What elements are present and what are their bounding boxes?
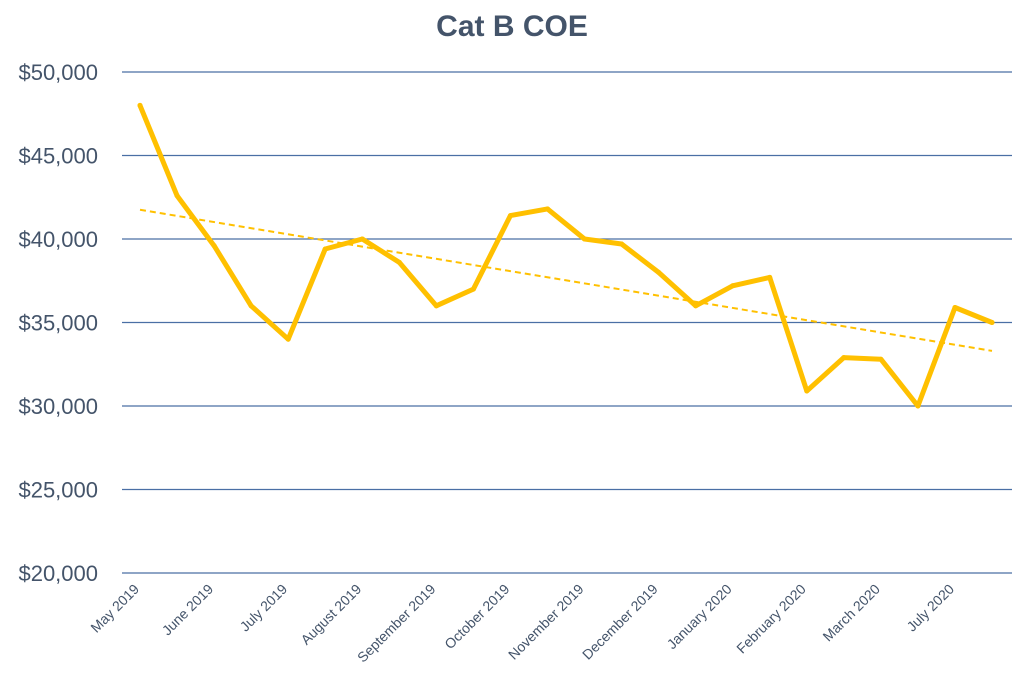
- data-point: [952, 304, 958, 310]
- data-point: [730, 283, 736, 289]
- y-tick-label: $25,000: [18, 478, 98, 503]
- x-tick-label: June 2019: [159, 581, 217, 639]
- data-point: [470, 286, 476, 292]
- y-axis-ticks: $20,000 $25,000 $30,000 $35,000 $40,000 $45,0…: [18, 60, 98, 586]
- data-point: [507, 213, 513, 219]
- y-tick-label: $30,000: [18, 394, 98, 419]
- x-tick-label: February 2020: [733, 581, 809, 657]
- data-point: [285, 336, 291, 342]
- x-tick-label: July 2020: [903, 581, 957, 635]
- data-point: [693, 303, 699, 309]
- trendline: [139, 208, 993, 352]
- x-tick-label: November 2019: [505, 581, 587, 663]
- x-tick-label: May 2019: [87, 581, 142, 636]
- data-point: [656, 269, 662, 275]
- data-point: [767, 274, 773, 280]
- x-tick-label: July 2019: [237, 581, 291, 635]
- y-tick-label: $35,000: [18, 311, 98, 336]
- series-layer: [137, 102, 995, 409]
- y-tick-label: $50,000: [18, 60, 98, 85]
- x-tick-label: March 2020: [819, 581, 883, 645]
- data-point: [359, 236, 365, 242]
- x-tick-label: January 2020: [664, 581, 735, 652]
- chart-title: Cat B COE: [436, 10, 588, 43]
- data-point: [137, 102, 143, 108]
- y-tick-label: $45,000: [18, 144, 98, 169]
- data-point: [915, 403, 921, 409]
- data-point: [248, 303, 254, 309]
- y-tick-label: $20,000: [18, 561, 98, 586]
- data-point: [433, 303, 439, 309]
- series-line: [137, 102, 995, 409]
- x-tick-label: August 2019: [297, 581, 364, 648]
- data-point: [989, 320, 995, 325]
- x-axis-ticks: May 2019 June 2019 July 2019 August 2019Sep…: [87, 581, 957, 666]
- data-point: [841, 355, 847, 361]
- y-tick-label: $40,000: [18, 227, 98, 252]
- data-point: [619, 241, 625, 247]
- x-tick-label: December 2019: [579, 581, 661, 663]
- data-point: [211, 243, 217, 249]
- x-tick-label: September 2019: [354, 581, 439, 666]
- data-point: [804, 388, 810, 394]
- data-point: [878, 356, 884, 362]
- trendline-layer: [139, 208, 993, 352]
- data-point: [544, 206, 550, 212]
- data-point: [174, 193, 180, 199]
- gridlines: [122, 71, 1012, 574]
- data-point: [322, 246, 328, 252]
- data-point: [396, 259, 402, 265]
- data-point: [582, 236, 588, 242]
- x-tick-label: October 2019: [441, 581, 512, 652]
